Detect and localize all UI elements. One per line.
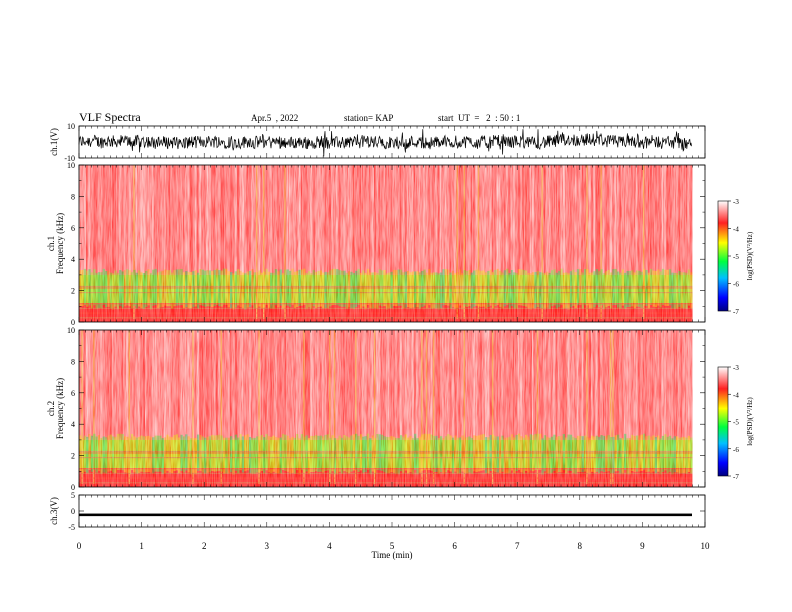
panel-2-ytick-label: 6 xyxy=(71,389,75,398)
ch1-colorbar-tick-label: -3 xyxy=(733,198,739,206)
panel-2-ytick-label: 10 xyxy=(67,326,75,335)
panel-3-ytick-label: 0 xyxy=(71,507,75,516)
panel-2-ytick-label: 2 xyxy=(71,452,75,461)
panel-2-ylabel-line2: Frequency (kHz) xyxy=(55,378,65,439)
start-time-label: start UT = 2 : 50 : 1 xyxy=(438,113,521,123)
panel-1-ytick-label: 0 xyxy=(71,318,75,327)
ch2-empty-margin xyxy=(692,330,705,487)
panel-1-ytick-label: 4 xyxy=(71,255,75,264)
x-tick-label: 5 xyxy=(390,541,395,551)
x-tick-label: 8 xyxy=(578,541,583,551)
panel-1-ytick-label: 10 xyxy=(67,161,75,170)
ch2-colorbar-tick-label: -7 xyxy=(733,473,739,481)
ch1-trace xyxy=(78,129,692,157)
x-tick-label: 10 xyxy=(701,541,711,551)
panel-1-ytick-label: 6 xyxy=(71,224,75,233)
panel-3-ylabel: ch.3(V) xyxy=(49,497,59,525)
ch3-trace xyxy=(79,513,692,517)
ch2-colorbar xyxy=(717,366,729,477)
ch2-colorbar-tick-label: -6 xyxy=(733,446,739,454)
ch1-colorbar xyxy=(717,200,729,312)
ch1-spectrogram-image xyxy=(79,165,693,322)
ch2-colorbar-tick-label: -3 xyxy=(733,364,739,372)
panel-0-ytick-label: -10 xyxy=(64,154,75,163)
x-tick-label: 6 xyxy=(452,541,457,551)
x-tick-label: 2 xyxy=(202,541,207,551)
x-tick-label: 3 xyxy=(265,541,270,551)
panel-2-ytick-label: 0 xyxy=(71,483,75,492)
panel-1-ytick-label: 8 xyxy=(71,192,75,201)
ch2-colorbar-tick-label: -5 xyxy=(733,419,739,427)
panel-2-ytick-label: 8 xyxy=(71,357,75,366)
ch2-noise-overlay xyxy=(79,330,693,487)
ch1-colorbar-tick-label: -7 xyxy=(733,308,739,316)
panel-1-ylabel-line2: Frequency (kHz) xyxy=(55,213,65,274)
panel-1-ylabel-line1: ch.1 xyxy=(46,236,56,251)
panel-0-ylabel: ch.1(V) xyxy=(49,128,59,156)
ch1-colorbar-tick-label: -5 xyxy=(733,253,739,261)
ch1-colorbar-label: log(PSD)(V²/Hz) xyxy=(746,231,754,280)
panel-0-ytick-label: 10 xyxy=(67,122,75,131)
ch2-colorbar-tick-label: -4 xyxy=(733,391,739,399)
x-tick-label: 4 xyxy=(327,541,332,551)
figure-title: VLF Spectra xyxy=(79,110,141,124)
panel-2-ytick-label: 4 xyxy=(71,420,75,429)
ch1-colorbar-tick-label: -6 xyxy=(733,281,739,289)
ch1-noise-overlay xyxy=(79,165,693,322)
panel-3-ytick-label: -5 xyxy=(68,523,75,532)
x-tick-label: 9 xyxy=(640,541,645,551)
ch1-empty-margin xyxy=(692,165,705,322)
station-label: station= KAP xyxy=(344,113,394,123)
ch2-colorbar-label: log(PSD)(V²/Hz) xyxy=(746,397,754,446)
panel-3-ytick-label: 5 xyxy=(71,491,75,500)
date-label: Apr.5 , 2022 xyxy=(251,113,299,123)
ch1-colorbar-tick-label: -4 xyxy=(733,226,739,234)
x-tick-label: 1 xyxy=(139,541,144,551)
x-axis-label: Time (min) xyxy=(372,550,413,560)
panel-2-ylabel-line1: ch.2 xyxy=(46,401,56,416)
x-tick-label: 0 xyxy=(77,541,82,551)
panel-1-ytick-label: 2 xyxy=(71,287,75,296)
x-tick-label: 7 xyxy=(515,541,520,551)
ch2-spectrogram-image xyxy=(79,330,693,487)
